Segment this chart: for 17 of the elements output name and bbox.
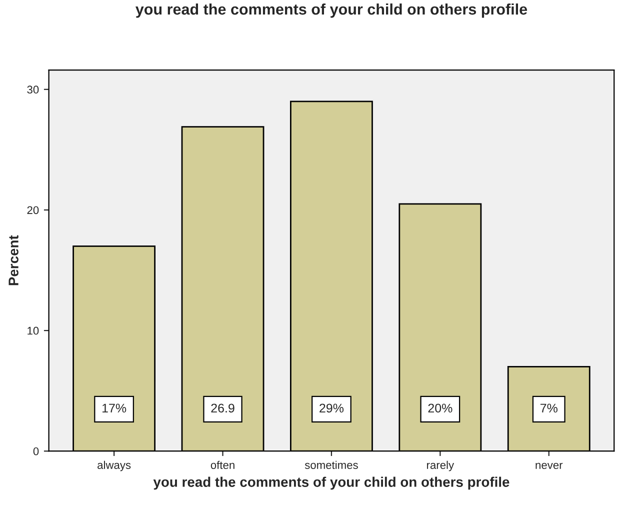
data-label: 7%: [540, 404, 558, 412]
y-tick-label: 30: [27, 86, 39, 94]
x-tick-label: often: [210, 460, 234, 469]
data-label: 20%: [428, 404, 452, 413]
data-label: 26.9: [211, 404, 234, 413]
y-axis-title: Percent: [8, 235, 18, 286]
y-tick-label: 0: [33, 447, 39, 456]
x-tick-label: always: [98, 460, 131, 472]
y-tick-label: 20: [27, 206, 39, 214]
x-tick-label: rarely: [427, 460, 454, 472]
x-axis-title: you read the comments of your child on others profile: [153, 476, 510, 490]
data-label: 29%: [320, 404, 344, 413]
chart-title: you read the comments of your child on others profile: [136, 3, 528, 18]
y-tick-label: 10: [28, 326, 39, 335]
data-label: 17%: [102, 404, 126, 412]
x-tick-label: never: [536, 462, 563, 469]
x-tick-label: sometimes: [304, 460, 358, 469]
